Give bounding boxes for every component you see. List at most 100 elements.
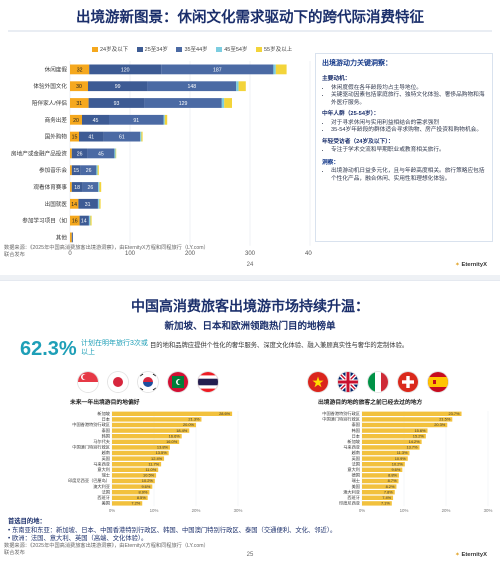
category-label: 意大利 (97, 466, 110, 473)
data-label: 11.0% (145, 467, 156, 472)
data-label: 8.7% (388, 478, 397, 483)
category-label: 美国 (102, 500, 110, 507)
x-tick-label: 30% (234, 508, 243, 513)
data-label: 20.3% (434, 422, 446, 427)
bar-segment (221, 98, 225, 108)
data-label: 28.6% (219, 411, 231, 416)
data-label: 41 (88, 135, 94, 141)
bar (112, 490, 150, 495)
x-tick-label: 0% (359, 508, 365, 513)
data-label: 187 (213, 67, 222, 73)
x-tick-label: 100 (125, 251, 136, 257)
category-label: 越南 (352, 449, 360, 456)
data-label: 10.2% (142, 478, 154, 483)
category-label: 美国 (352, 483, 360, 490)
bar-segment (70, 98, 89, 108)
category-label: 马来西亚 (93, 460, 110, 467)
insight-item: 出境游动机日益多元化，且与年龄高度相关。旅行策略应包括个性化产品，融合休闲、实用… (331, 168, 487, 183)
bar (112, 495, 148, 500)
category-label: 商务出差 (45, 116, 68, 124)
bar (112, 417, 202, 422)
bar-segment (70, 165, 72, 176)
data-label: 99 (115, 84, 121, 90)
category-label: 日本 (352, 432, 361, 439)
data-label: 14 (81, 219, 87, 225)
bar-segment (98, 182, 100, 192)
bar-segment (99, 198, 101, 209)
data-label: 10.9% (395, 456, 407, 461)
category-label: 休闲度假 (45, 65, 68, 73)
page-number: 25 (246, 552, 254, 558)
data-label: 18 (74, 185, 80, 191)
bar-segment (144, 98, 222, 108)
middle-age-heading: 中年人群（25-54岁）： (322, 111, 380, 118)
category-label: 新加坡 (97, 410, 110, 417)
bar (112, 411, 233, 416)
insight-panel (315, 53, 493, 242)
bar-segment (70, 215, 80, 226)
data-label: 8.5% (137, 495, 146, 500)
bar-segment (98, 198, 100, 209)
category-label: 澳大利亚 (343, 488, 360, 495)
source-line: 联合发布 (4, 251, 25, 258)
brand-logo: ✶ EternityX (455, 552, 487, 558)
bar-segment (71, 182, 83, 192)
bar-segment (70, 114, 82, 125)
source-line: 数据来源：《2025年中国高消费旅客出境游洞察》，由EternityX方程和同程… (4, 543, 209, 549)
spain-flag-icon (428, 372, 448, 392)
bar-segment (140, 131, 142, 142)
dest-europe: • 欧洲：法国、意大利、英国（高端、文化体验）。 (8, 535, 148, 542)
bar-segment (72, 232, 73, 243)
bar-segment (141, 131, 143, 142)
category-label: 澳大利亚 (93, 483, 110, 490)
data-label: 21.5% (439, 417, 451, 422)
data-label: 30 (76, 84, 82, 90)
japan-flag-icon (108, 372, 128, 392)
bar-segment (70, 182, 72, 192)
dest-asia: • 东南亚和东亚：新加坡、日本、中国香港特别行政区、韩国、中国澳门特别行政区、泰… (8, 526, 337, 534)
bar-segment (70, 198, 79, 209)
data-label: 14.2% (409, 439, 421, 444)
data-label: 13.5% (156, 450, 168, 455)
bar-segment (70, 81, 88, 92)
category-label: 西班牙 (97, 494, 110, 501)
bar-segment (114, 148, 116, 159)
bar-segment (89, 64, 162, 75)
thailand-flag-icon (198, 372, 218, 392)
bar (362, 501, 392, 506)
bar (112, 462, 162, 467)
data-label: 11.3% (397, 450, 408, 455)
legend-item: 25至34岁 (136, 45, 168, 53)
singapore-flag-icon (78, 372, 98, 392)
category-label: 新加坡 (347, 438, 360, 445)
bar-segment (70, 148, 72, 159)
uk-flag-icon (338, 372, 358, 392)
data-label: 21.3% (188, 417, 200, 422)
korea-flag-icon (138, 372, 158, 392)
headline-stat: 62.3% (20, 338, 77, 360)
bar (362, 484, 397, 489)
data-label: 45 (93, 118, 99, 124)
category-label: 韩国 (352, 427, 360, 434)
data-label: 8.9% (139, 489, 148, 494)
data-label: 31 (76, 101, 82, 107)
bar-segment (275, 64, 287, 75)
bar-segment (97, 198, 99, 209)
bar-segment (71, 148, 88, 159)
data-label: 15.2% (413, 433, 425, 438)
x-tick-label: 0 (68, 251, 72, 257)
bar (112, 434, 182, 439)
x-tick-label: 20% (192, 508, 201, 513)
bar-segment (71, 232, 73, 243)
bar-segment (96, 165, 98, 176)
data-label: 7.1% (381, 501, 390, 506)
category-label: 瑞士 (352, 477, 360, 483)
data-label: 26 (77, 151, 83, 157)
data-label: 13.8% (157, 445, 169, 450)
page-subtitle: 新加坡、日本和欧洲领跑热门目的地榜单 (164, 321, 336, 332)
bar (362, 445, 420, 450)
switzerland-flag-icon (398, 372, 418, 392)
category-label: 参加音乐会 (39, 166, 67, 174)
bar (362, 462, 405, 467)
category-label: 韩国 (102, 432, 110, 439)
